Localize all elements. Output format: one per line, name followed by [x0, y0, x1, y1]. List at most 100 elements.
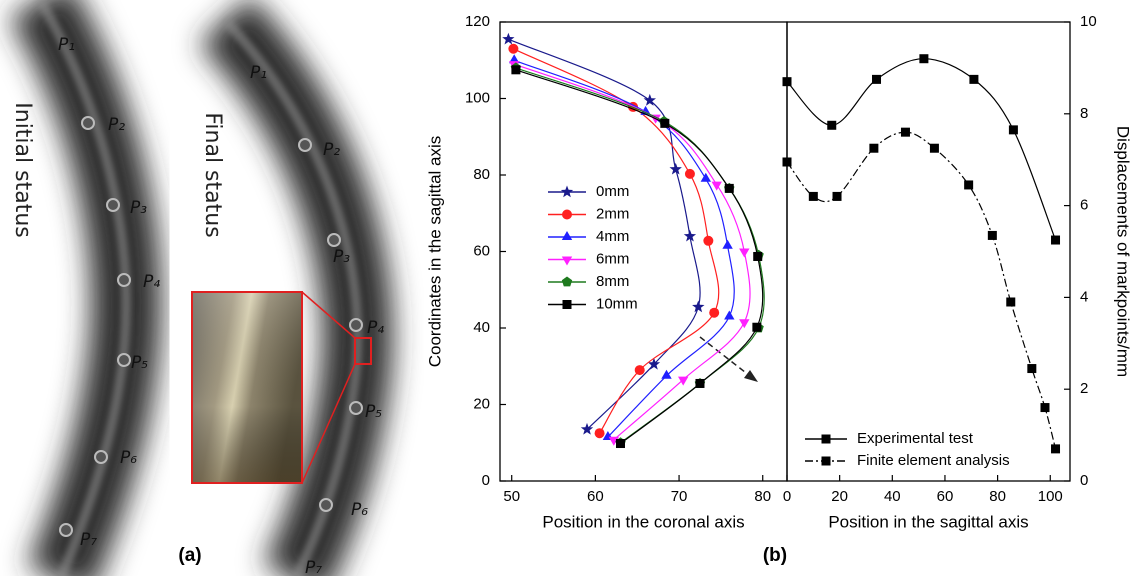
markpoint — [319, 498, 333, 512]
y-tick-label: 20 — [473, 395, 490, 412]
marker — [643, 93, 656, 106]
marker — [782, 77, 792, 87]
x-tick-label: 100 — [1038, 488, 1063, 505]
plot-frame — [786, 21, 1071, 482]
markpoint — [59, 523, 73, 537]
marker — [753, 251, 763, 261]
markpoint-label: P₁ — [250, 63, 267, 83]
markpoint — [349, 401, 363, 415]
photo-panel: Initial status Final status — [9, 0, 393, 576]
marker — [827, 120, 837, 130]
x-axis-title: Position in the coronal axis — [542, 512, 744, 531]
marker — [832, 191, 842, 201]
legend-label: 8mm — [596, 273, 629, 290]
legend-marker — [560, 185, 574, 198]
y-tick-label: 0 — [482, 472, 490, 489]
y-tick-label: 100 — [465, 89, 490, 106]
rod-final-core — [221, 16, 363, 576]
zoom-line — [301, 291, 356, 339]
legend-marker — [821, 434, 831, 444]
y2-tick-label: 6 — [1080, 197, 1088, 214]
markpoint-label: P₄ — [143, 272, 160, 292]
marker — [987, 230, 997, 240]
y2-tick-label: 8 — [1080, 105, 1088, 122]
marker — [1008, 125, 1018, 135]
marker — [724, 183, 734, 193]
marker — [869, 143, 879, 153]
markpoint-label: P₂ — [323, 140, 340, 160]
y2-tick-label: 2 — [1080, 380, 1088, 397]
initial-label: Initial status — [10, 102, 35, 237]
marker — [692, 300, 705, 313]
marker — [580, 422, 594, 435]
marker — [660, 118, 670, 128]
marker — [724, 310, 735, 320]
marker — [509, 54, 520, 64]
legend-marker — [562, 209, 572, 220]
markpoint-label: P₇ — [305, 558, 322, 576]
marker — [1040, 403, 1050, 413]
marker — [722, 239, 733, 249]
markpoint — [117, 353, 131, 367]
marker — [678, 376, 689, 386]
x-axis-title: Position in the sagittal axis — [828, 512, 1028, 531]
legend-label: 0mm — [596, 183, 629, 200]
marker — [684, 168, 695, 179]
markpoints — [59, 116, 363, 537]
markpoint-label: P₆ — [351, 500, 368, 520]
x-tick-label: 50 — [503, 488, 520, 505]
legend-marker — [561, 256, 573, 266]
x-tick-label: 20 — [831, 488, 848, 505]
legend-label: 6mm — [596, 250, 629, 267]
marker — [1051, 235, 1061, 245]
series-line — [786, 58, 1057, 241]
rod-initial-core — [35, 0, 132, 576]
x-tick-label: 70 — [671, 488, 688, 505]
series-line — [515, 69, 764, 444]
trend-arrow — [699, 336, 751, 377]
series-line — [786, 131, 1057, 450]
legend-label: 2mm — [596, 205, 629, 222]
series-line — [515, 67, 765, 444]
arrow-head — [744, 370, 758, 382]
markpoint-label: P₆ — [120, 448, 137, 468]
marker — [929, 143, 939, 153]
marker — [969, 74, 979, 84]
x-tick-label: 60 — [587, 488, 604, 505]
series-line — [513, 63, 751, 441]
y-axis-title: Coordinates in the sagittal axis — [425, 136, 444, 368]
marker — [700, 172, 711, 182]
marker — [661, 369, 672, 379]
markpoint-label: P₃ — [130, 198, 147, 218]
x-tick-label: 80 — [754, 488, 771, 505]
panel-label: (b) — [763, 545, 787, 566]
markpoint — [298, 138, 312, 152]
marker — [695, 378, 705, 388]
legend-label: 10mm — [596, 295, 638, 312]
markpoint-label: P₅ — [131, 353, 148, 373]
marker — [919, 54, 929, 64]
marker — [739, 248, 750, 258]
markpoint — [81, 116, 95, 130]
markpoint-label: P₁ — [58, 35, 75, 55]
legend-marker — [821, 456, 831, 466]
marker — [703, 235, 714, 246]
marker — [872, 74, 882, 84]
marker — [594, 428, 605, 439]
marker — [634, 365, 645, 376]
marker — [508, 43, 519, 54]
zoom-line — [301, 363, 356, 484]
marker — [808, 191, 818, 201]
marker — [502, 32, 515, 45]
markpoint-label: P₅ — [365, 402, 382, 422]
y2-tick-label: 4 — [1080, 288, 1088, 305]
y2-axis-title: Displacements of markpoints/mm — [1114, 126, 1133, 377]
x-tick-label: 80 — [989, 488, 1006, 505]
y-tick-label: 80 — [473, 166, 490, 183]
markpoint-label: P₃ — [333, 247, 350, 267]
legend-label: 4mm — [596, 228, 629, 245]
markpoint — [94, 450, 108, 464]
x-tick-label: 60 — [937, 488, 954, 505]
panel-label: (a) — [178, 545, 201, 566]
